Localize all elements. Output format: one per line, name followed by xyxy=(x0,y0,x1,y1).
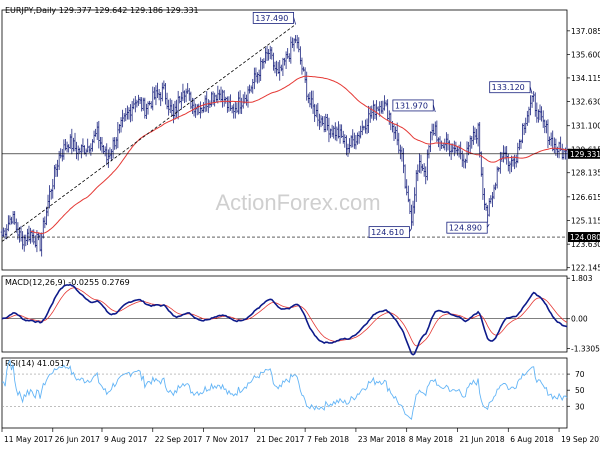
annotation-box xyxy=(368,226,410,239)
x-tick-label: 21 Jun 2018 xyxy=(459,435,504,444)
y-tick-label: 134.115 xyxy=(571,74,600,83)
x-tick-label: 9 Aug 2017 xyxy=(104,435,147,444)
pane-frame-rsi xyxy=(1,357,568,429)
support-level-tag-bg xyxy=(568,232,600,243)
macd-title: MACD(12,26,9) -0.0255 0.2769 xyxy=(5,278,130,287)
rsi-line xyxy=(2,359,568,421)
y-tick-label: 122.145 xyxy=(571,264,600,273)
annotation-label: 124.610 xyxy=(371,228,404,237)
annotation-pointer xyxy=(529,86,533,94)
y-tick-label: 125.115 xyxy=(571,217,600,226)
y-tick-label: 128.135 xyxy=(571,169,600,178)
x-tick-label: 11 May 2017 xyxy=(4,435,53,444)
annotation-box xyxy=(446,221,488,234)
x-tick-label: 21 Dec 2017 xyxy=(256,435,304,444)
macd-signal-line xyxy=(1,287,568,347)
annotation-pointer xyxy=(432,104,436,113)
macd-line xyxy=(1,283,568,356)
macd-tick-label: 0.00 xyxy=(571,315,588,324)
y-tick-label: 137.085 xyxy=(571,27,600,36)
x-tick-label: 26 Jun 2017 xyxy=(55,435,100,444)
rsi-tick-label: 30 xyxy=(575,402,585,411)
rsi-tick-label: 50 xyxy=(575,386,585,395)
trendline xyxy=(1,24,296,242)
support-level-tag: 124.080 xyxy=(570,233,600,242)
annotation-label: 131.970 xyxy=(395,101,428,110)
x-tick-label: 22 Sep 2017 xyxy=(155,435,203,444)
annotation-label: 124.890 xyxy=(449,224,482,233)
x-tick-label: 19 Sep 2018 xyxy=(561,435,600,444)
y-tick-label: 135.600 xyxy=(571,50,600,59)
candles-group xyxy=(0,34,569,257)
macd-tick-label: -1.3305 xyxy=(571,345,600,354)
y-tick-label: 126.615 xyxy=(571,193,600,202)
current-price-tag-bg xyxy=(568,148,600,159)
price-chart-title: EURJPY,Daily 129.377 129.642 129.186 129… xyxy=(5,6,199,15)
y-tick-label: 123.630 xyxy=(571,240,600,249)
moving-average-line xyxy=(30,75,567,235)
rsi-tick-label: 70 xyxy=(575,370,585,379)
annotation-pointer xyxy=(486,223,490,228)
annotation-pointer xyxy=(293,17,296,25)
x-tick-label: 23 Mar 2018 xyxy=(358,435,406,444)
pane-frame-macd xyxy=(1,275,568,353)
annotation-label: 133.120 xyxy=(492,83,525,92)
y-tick-label: 132.630 xyxy=(571,97,600,106)
x-tick-label: 7 Feb 2018 xyxy=(307,435,349,444)
watermark: ActionForex.com xyxy=(215,190,380,215)
pane-frame-price xyxy=(1,9,568,271)
current-price-tag: 129.331 xyxy=(570,150,600,159)
rsi-title: RSI(14) 41.0517 xyxy=(5,359,70,368)
macd-tick-label: 1.803 xyxy=(571,274,593,283)
x-tick-label: 7 Nov 2017 xyxy=(206,435,249,444)
x-tick-label: 8 May 2018 xyxy=(409,435,453,444)
annotation-label: 137.490 xyxy=(255,14,288,23)
annotation-pointer xyxy=(409,228,412,232)
x-tick-label: 6 Aug 2018 xyxy=(510,435,553,444)
y-tick-label: 131.100 xyxy=(571,122,600,131)
